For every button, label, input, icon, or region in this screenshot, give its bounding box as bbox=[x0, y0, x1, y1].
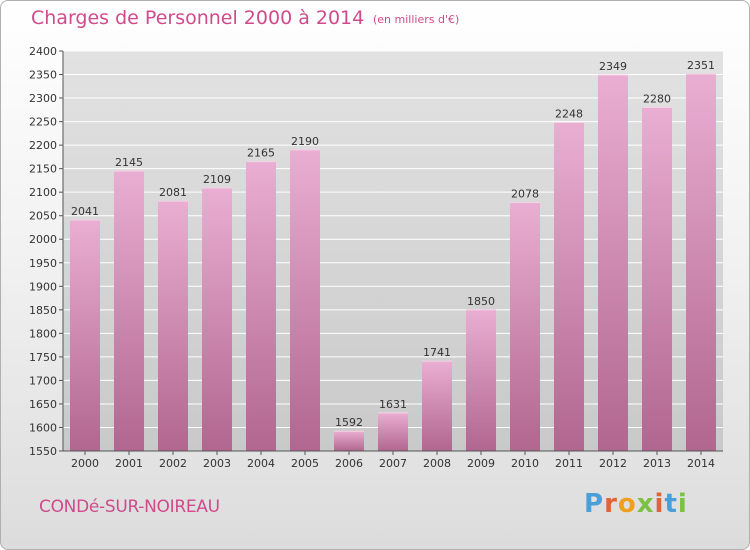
data-label: 1850 bbox=[467, 295, 495, 308]
data-label: 2248 bbox=[555, 108, 583, 121]
bar bbox=[290, 149, 320, 451]
bar bbox=[510, 202, 540, 451]
chart-title: Charges de Personnel 2000 à 2014 bbox=[31, 7, 365, 29]
y-tick-label: 1600 bbox=[29, 421, 57, 434]
logo-letter: x bbox=[636, 489, 655, 519]
y-tick-label: 1650 bbox=[29, 398, 57, 411]
bar bbox=[554, 122, 584, 451]
bar bbox=[334, 431, 364, 451]
bar bbox=[158, 201, 188, 451]
y-tick-label: 2300 bbox=[29, 92, 57, 105]
x-tick-label: 2010 bbox=[511, 457, 539, 470]
y-tick-label: 1750 bbox=[29, 351, 57, 364]
x-tick-label: 2007 bbox=[379, 457, 407, 470]
x-tick-label: 2014 bbox=[687, 457, 715, 470]
bar bbox=[466, 309, 496, 451]
x-tick-label: 2006 bbox=[335, 457, 363, 470]
data-label: 1741 bbox=[423, 346, 451, 359]
proxiti-logo: Proxiti bbox=[584, 489, 688, 519]
bar bbox=[422, 361, 452, 451]
bar bbox=[114, 171, 144, 451]
town-name: CONDé-SUR-NOIREAU bbox=[39, 497, 220, 517]
logo-letter: r bbox=[604, 489, 618, 519]
x-tick-label: 2003 bbox=[203, 457, 231, 470]
x-tick-label: 2004 bbox=[247, 457, 275, 470]
data-label: 2081 bbox=[159, 186, 187, 199]
data-label: 2109 bbox=[203, 173, 231, 186]
y-tick-label: 2000 bbox=[29, 233, 57, 246]
bar bbox=[642, 107, 672, 452]
logo-letter: i bbox=[677, 489, 688, 519]
data-label: 2078 bbox=[511, 188, 539, 201]
data-label: 2351 bbox=[687, 59, 715, 72]
data-label: 2190 bbox=[291, 135, 319, 148]
y-tick-label: 2050 bbox=[29, 210, 57, 223]
bar bbox=[686, 74, 716, 451]
logo-letter: t bbox=[664, 489, 678, 519]
x-tick-label: 2005 bbox=[291, 457, 319, 470]
data-label: 1631 bbox=[379, 398, 407, 411]
logo-letter: o bbox=[617, 489, 637, 519]
data-label: 1592 bbox=[335, 416, 363, 429]
y-tick-label: 1800 bbox=[29, 327, 57, 340]
chart-subtitle: (en milliers d'€) bbox=[373, 13, 460, 26]
y-tick-label: 1850 bbox=[29, 304, 57, 317]
bar bbox=[202, 187, 232, 452]
bar bbox=[598, 75, 628, 451]
y-tick-label: 1950 bbox=[29, 257, 57, 270]
y-tick-label: 1700 bbox=[29, 374, 57, 387]
y-tick-label: 2150 bbox=[29, 163, 57, 176]
x-tick-label: 2012 bbox=[599, 457, 627, 470]
x-tick-label: 2002 bbox=[159, 457, 187, 470]
logo-letter: P bbox=[584, 489, 605, 519]
x-tick-label: 2011 bbox=[555, 457, 583, 470]
y-tick-label: 1550 bbox=[29, 445, 57, 458]
data-label: 2349 bbox=[599, 60, 627, 73]
bar bbox=[378, 412, 408, 451]
data-label: 2145 bbox=[115, 156, 143, 169]
bar bbox=[70, 219, 100, 451]
x-tick-label: 2013 bbox=[643, 457, 671, 470]
x-tick-label: 2000 bbox=[71, 457, 99, 470]
x-tick-label: 2001 bbox=[115, 457, 143, 470]
data-label: 2165 bbox=[247, 147, 275, 160]
y-tick-label: 1900 bbox=[29, 280, 57, 293]
logo-letter: i bbox=[654, 489, 665, 519]
y-tick-label: 2200 bbox=[29, 139, 57, 152]
x-tick-label: 2008 bbox=[423, 457, 451, 470]
data-label: 2041 bbox=[71, 205, 99, 218]
y-tick-label: 2400 bbox=[29, 45, 57, 58]
y-tick-label: 2100 bbox=[29, 186, 57, 199]
data-label: 2280 bbox=[643, 92, 671, 105]
y-tick-label: 2250 bbox=[29, 116, 57, 129]
y-tick-label: 2350 bbox=[29, 69, 57, 82]
x-tick-label: 2009 bbox=[467, 457, 495, 470]
bar bbox=[246, 161, 276, 451]
